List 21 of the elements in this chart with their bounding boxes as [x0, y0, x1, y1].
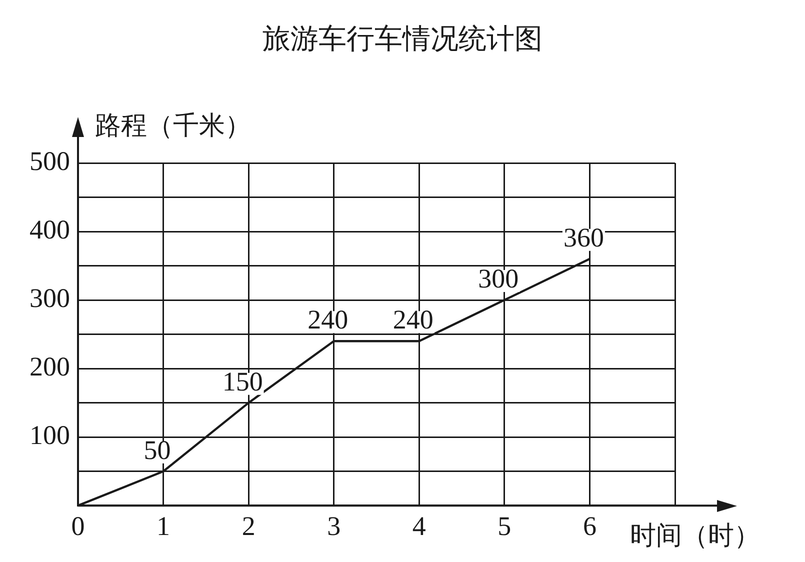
x-tick-label: 3 — [327, 510, 341, 541]
x-tick-label: 2 — [242, 510, 256, 541]
data-label: 360 — [563, 222, 604, 253]
data-label: 240 — [308, 304, 348, 335]
x-tick-label: 0 — [71, 510, 85, 541]
data-label: 50 — [144, 434, 171, 465]
chart-title: 旅游车行车情况统计图 — [262, 21, 544, 57]
x-tick-label: 4 — [412, 510, 426, 541]
data-label: 240 — [392, 304, 434, 335]
y-tick-label: 200 — [30, 352, 70, 382]
y-axis-title: 路程（千米） — [95, 110, 251, 143]
y-tick-label: 400 — [30, 214, 70, 245]
y-tick-label: 500 — [30, 146, 70, 176]
x-tick-label: 5 — [498, 510, 512, 541]
y-tick-label: 100 — [30, 420, 70, 450]
data-label: 300 — [478, 264, 519, 294]
y-tick-label: 300 — [30, 283, 70, 314]
data-label: 150 — [222, 366, 263, 396]
x-axis-title: 时间（时） — [630, 520, 760, 553]
x-tick-label: 1 — [156, 510, 170, 541]
x-tick-label: 6 — [582, 510, 596, 541]
